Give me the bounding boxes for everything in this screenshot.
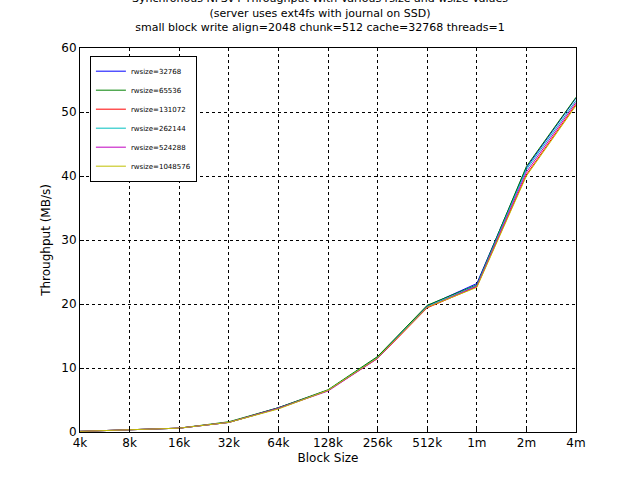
svg-text:40: 40 — [61, 169, 76, 183]
svg-text:512k: 512k — [412, 436, 442, 450]
svg-text:50: 50 — [61, 105, 76, 119]
svg-text:8k: 8k — [122, 436, 137, 450]
svg-text:0: 0 — [69, 425, 77, 439]
svg-text:20: 20 — [61, 297, 76, 311]
svg-text:10: 10 — [61, 361, 76, 375]
svg-text:rwsize=524288: rwsize=524288 — [131, 144, 186, 152]
svg-text:Synchronous NFSv4 Throughput W: Synchronous NFSv4 Throughput With Variou… — [132, 0, 508, 34]
svg-text:4m: 4m — [566, 436, 585, 450]
svg-text:rwsize=1048576: rwsize=1048576 — [131, 163, 191, 171]
svg-text:32k: 32k — [218, 436, 240, 450]
svg-text:Throughput (MB/s): Throughput (MB/s) — [39, 184, 53, 297]
svg-text:Block Size: Block Size — [298, 451, 359, 465]
svg-text:60: 60 — [61, 41, 76, 55]
svg-text:rwsize=32768: rwsize=32768 — [131, 68, 181, 76]
svg-text:2m: 2m — [517, 436, 536, 450]
svg-text:30: 30 — [61, 233, 76, 247]
svg-text:16k: 16k — [168, 436, 190, 450]
svg-text:4k: 4k — [73, 436, 88, 450]
svg-text:256k: 256k — [363, 436, 393, 450]
svg-text:64k: 64k — [267, 436, 289, 450]
svg-text:rwsize=131072: rwsize=131072 — [131, 106, 186, 114]
svg-text:rwsize=262144: rwsize=262144 — [131, 125, 186, 133]
svg-text:128k: 128k — [313, 436, 343, 450]
svg-text:rwsize=65536: rwsize=65536 — [131, 87, 182, 95]
svg-text:1m: 1m — [467, 436, 486, 450]
